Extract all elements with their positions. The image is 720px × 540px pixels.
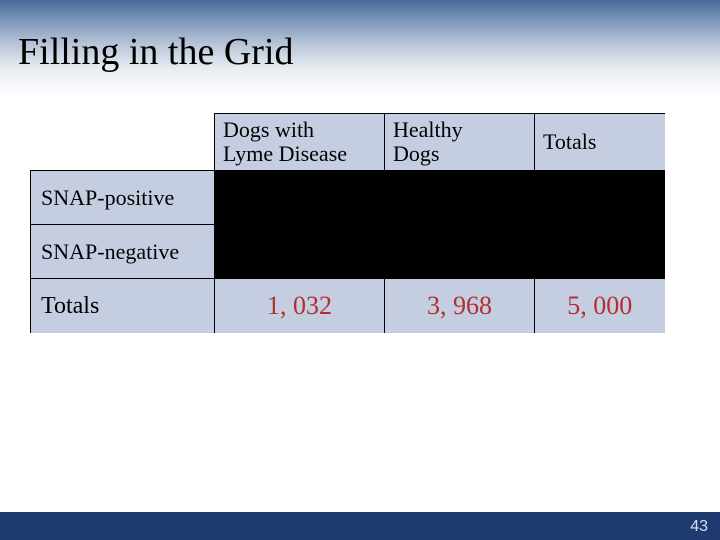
cell-empty xyxy=(385,171,535,225)
col-header-label: Dogs with Lyme Disease xyxy=(223,117,347,166)
cell-empty xyxy=(215,225,385,279)
cell-empty xyxy=(385,225,535,279)
table-row: SNAP-positive xyxy=(31,171,665,225)
header-empty-cell xyxy=(31,114,215,171)
col-header-label: Healthy Dogs xyxy=(393,117,463,166)
page-number: 43 xyxy=(690,518,708,536)
totals-value-lyme: 1, 032 xyxy=(215,279,385,333)
col-header-label: Totals xyxy=(543,129,596,154)
cell-empty xyxy=(535,171,665,225)
row-header-snap-positive: SNAP-positive xyxy=(31,171,215,225)
footer-bar: 43 xyxy=(0,512,720,540)
totals-value-healthy: 3, 968 xyxy=(385,279,535,333)
table-row: SNAP-negative xyxy=(31,225,665,279)
cell-empty xyxy=(215,171,385,225)
row-header-snap-negative: SNAP-negative xyxy=(31,225,215,279)
page-title: Filling in the Grid xyxy=(18,30,294,74)
col-header-totals: Totals xyxy=(535,114,665,171)
col-header-lyme: Dogs with Lyme Disease xyxy=(215,114,385,171)
totals-value-grand: 5, 000 xyxy=(535,279,665,333)
cell-empty xyxy=(535,225,665,279)
table-totals-row: Totals 1, 032 3, 968 5, 000 xyxy=(31,279,665,333)
table-header-row: Dogs with Lyme Disease Healthy Dogs Tota… xyxy=(31,114,665,171)
slide: Filling in the Grid Dogs with Lyme Disea… xyxy=(0,0,720,540)
grid-table-wrap: Dogs with Lyme Disease Healthy Dogs Tota… xyxy=(30,113,664,333)
row-header-totals: Totals xyxy=(31,279,215,333)
col-header-healthy: Healthy Dogs xyxy=(385,114,535,171)
contingency-table: Dogs with Lyme Disease Healthy Dogs Tota… xyxy=(30,113,665,333)
